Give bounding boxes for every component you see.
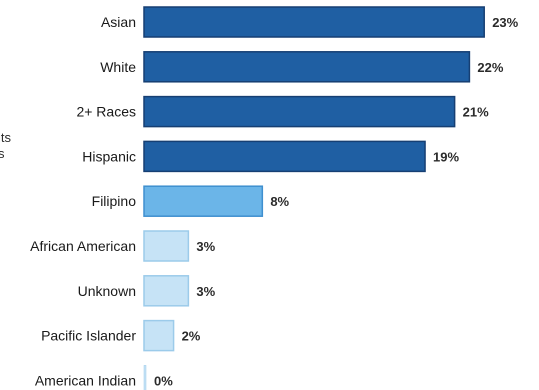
category-label-pacific-islander: Pacific Islander [41, 328, 136, 344]
bar-african-american [143, 230, 190, 262]
value-label-american-indian: 0% [154, 373, 173, 388]
category-label-hispanic: Hispanic [82, 148, 136, 164]
category-label-american-indian: American Indian [35, 372, 136, 388]
value-label-unknown: 3% [196, 284, 215, 299]
category-label-2-races: 2+ Races [76, 104, 136, 120]
side-text-line-1: its [0, 130, 12, 145]
side-text-line-2: s [0, 146, 5, 161]
bar-asian [143, 6, 485, 38]
value-label-asian: 23% [492, 15, 518, 30]
bar-hispanic [143, 140, 426, 173]
bar-2-races [143, 95, 456, 128]
bar-american-indian [143, 365, 147, 390]
bars-group [143, 6, 485, 390]
category-label-african-american: African American [30, 238, 136, 254]
bar-filipino [143, 185, 264, 217]
value-label-hispanic: 19% [433, 149, 459, 164]
value-label-filipino: 8% [270, 194, 289, 209]
value-label-white: 22% [477, 60, 503, 75]
category-label-unknown: Unknown [78, 283, 136, 299]
value-label-pacific-islander: 2% [182, 329, 201, 344]
bar-unknown [143, 275, 190, 307]
value-labels-group: 23% 22% 21% 19% 8% 3% 3% 2% 0% [154, 15, 519, 388]
bar-white [143, 51, 471, 83]
bar-pacific-islander [143, 319, 175, 352]
cropped-side-text: its s [0, 130, 12, 161]
category-label-filipino: Filipino [92, 193, 137, 209]
category-labels-group: Asian White 2+ Races Hispanic Filipino Africa… [30, 14, 136, 388]
value-label-2-races: 21% [463, 105, 489, 120]
category-label-asian: Asian [101, 14, 136, 30]
value-label-african-american: 3% [196, 239, 215, 254]
category-label-white: White [100, 59, 136, 75]
